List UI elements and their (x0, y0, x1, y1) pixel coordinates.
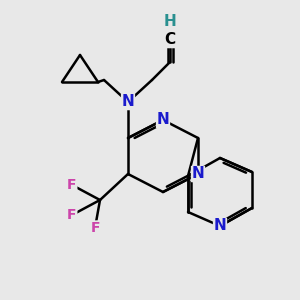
Text: C: C (164, 32, 175, 47)
Text: H: H (164, 14, 176, 29)
Text: F: F (90, 221, 100, 235)
Text: F: F (67, 178, 77, 192)
Text: F: F (67, 208, 77, 222)
Text: N: N (122, 94, 134, 110)
Text: N: N (214, 218, 226, 233)
Text: N: N (157, 112, 169, 128)
Text: N: N (192, 167, 204, 182)
